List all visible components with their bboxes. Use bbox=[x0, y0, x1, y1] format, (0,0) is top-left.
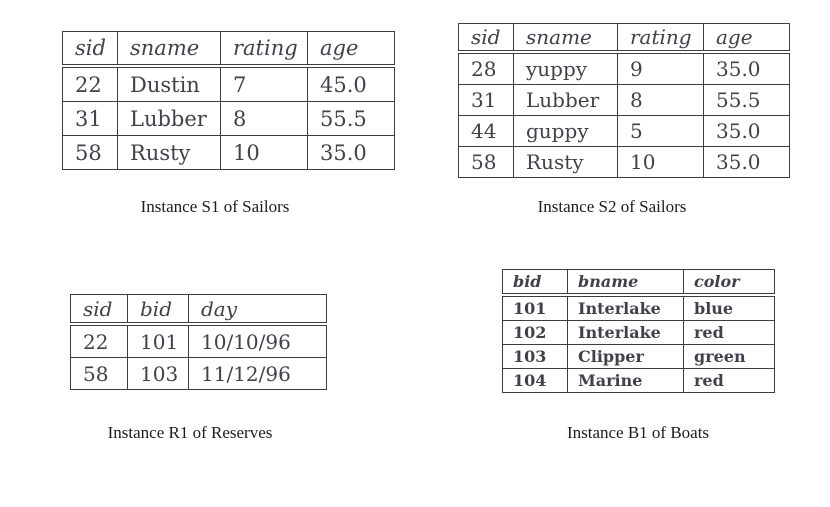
reserves-r1-table: sid bid day 22 101 10/10/96 58 103 11/12/96 bbox=[70, 294, 327, 390]
table-row: 104 Marine red bbox=[503, 368, 774, 392]
cell-sname: Rusty bbox=[514, 147, 618, 177]
cell-color: red bbox=[694, 323, 724, 342]
column-header-sid: sid bbox=[71, 295, 128, 322]
column-header-bname: bname bbox=[568, 270, 684, 293]
cell-sname: Dustin bbox=[118, 68, 221, 101]
table-row: 44 guppy 5 35.0 bbox=[459, 115, 789, 146]
table-row: 28 yuppy 9 35.0 bbox=[459, 54, 789, 84]
cell-sid: 58 bbox=[71, 358, 128, 389]
cell-day: 11/12/96 bbox=[201, 361, 291, 386]
cell-age: 35.0 bbox=[716, 119, 761, 143]
cell-bid: 104 bbox=[503, 369, 568, 392]
table-row: 58 Rusty 10 35.0 bbox=[459, 146, 789, 177]
column-header-day: day bbox=[201, 296, 238, 321]
sailors-s2-table: sid sname rating age 28 yuppy 9 35.0 31 Lubber 8 5… bbox=[458, 23, 790, 178]
column-header-age: age bbox=[716, 25, 753, 49]
cell-rating: 10 bbox=[618, 147, 704, 177]
cell-sid: 58 bbox=[459, 147, 514, 177]
column-header-bid: bid bbox=[503, 270, 568, 293]
table-row: 103 Clipper green bbox=[503, 344, 774, 368]
cell-bid: 101 bbox=[128, 326, 189, 357]
column-header-sname: sname bbox=[118, 32, 221, 64]
column-header-rating: rating bbox=[618, 24, 704, 50]
cell-age: 35.0 bbox=[716, 57, 761, 81]
table-row: 58 103 11/12/96 bbox=[71, 357, 326, 389]
sailors-s1-body: 22 Dustin 7 45.0 31 Lubber 8 55.5 58 Rusty 10 35.0 bbox=[62, 67, 395, 170]
column-header-color: color bbox=[694, 272, 740, 291]
sailors-s1-header-row: sid sname rating age bbox=[62, 31, 395, 65]
cell-bname: Clipper bbox=[568, 345, 684, 368]
cell-rating: 8 bbox=[618, 85, 704, 115]
table-row: 102 Interlake red bbox=[503, 320, 774, 344]
cell-rating: 7 bbox=[221, 68, 308, 101]
cell-bid: 103 bbox=[128, 358, 189, 389]
cell-sname: Lubber bbox=[514, 85, 618, 115]
cell-color: blue bbox=[694, 299, 734, 318]
cell-age: 45.0 bbox=[320, 72, 367, 97]
table-row: 101 Interlake blue bbox=[503, 297, 774, 320]
sailors-s2-header-row: sid sname rating age bbox=[458, 23, 790, 51]
cell-sname: guppy bbox=[514, 116, 618, 146]
column-header-rating: rating bbox=[221, 32, 308, 64]
cell-sid: 22 bbox=[63, 68, 118, 101]
column-header-age: age bbox=[320, 36, 359, 60]
table-row: 22 Dustin 7 45.0 bbox=[63, 68, 394, 101]
cell-age: 55.5 bbox=[320, 106, 367, 131]
cell-rating: 5 bbox=[618, 116, 704, 146]
table-row: 31 Lubber 8 55.5 bbox=[459, 84, 789, 115]
cell-rating: 9 bbox=[618, 54, 704, 84]
cell-bid: 101 bbox=[503, 297, 568, 320]
cell-age: 35.0 bbox=[716, 150, 761, 174]
cell-sname: Rusty bbox=[118, 136, 221, 169]
cell-sid: 28 bbox=[459, 54, 514, 84]
reserves-r1-caption: Instance R1 of Reserves bbox=[107, 423, 273, 442]
column-header-sid: sid bbox=[63, 32, 118, 64]
cell-rating: 10 bbox=[221, 136, 308, 169]
cell-sid: 31 bbox=[63, 102, 118, 135]
cell-sid: 22 bbox=[71, 326, 128, 357]
column-header-bid: bid bbox=[128, 295, 189, 322]
boats-b1-caption: Instance B1 of Boats bbox=[566, 423, 710, 442]
table-row: 22 101 10/10/96 bbox=[71, 326, 326, 357]
column-header-sname: sname bbox=[514, 24, 618, 50]
reserves-r1-header-row: sid bid day bbox=[70, 294, 327, 323]
sailors-s2-body: 28 yuppy 9 35.0 31 Lubber 8 55.5 44 guppy 5 35.0 58 R… bbox=[458, 53, 790, 178]
sailors-s1-table: sid sname rating age 22 Dustin 7 45.0 31 Lubber 8… bbox=[62, 31, 395, 170]
column-header-sid: sid bbox=[459, 24, 514, 50]
cell-color: red bbox=[694, 371, 724, 390]
cell-sname: Lubber bbox=[118, 102, 221, 135]
cell-rating: 8 bbox=[221, 102, 308, 135]
cell-age: 35.0 bbox=[320, 140, 367, 165]
table-row: 58 Rusty 10 35.0 bbox=[63, 135, 394, 169]
cell-sid: 31 bbox=[459, 85, 514, 115]
table-row: 31 Lubber 8 55.5 bbox=[63, 101, 394, 135]
cell-age: 55.5 bbox=[716, 88, 761, 112]
cell-sid: 44 bbox=[459, 116, 514, 146]
cell-bname: Marine bbox=[568, 369, 684, 392]
boats-b1-body: 101 Interlake blue 102 Interlake red 103 Clippe… bbox=[502, 296, 775, 393]
cell-bid: 103 bbox=[503, 345, 568, 368]
cell-sname: yuppy bbox=[514, 54, 618, 84]
boats-b1-header-row: bid bname color bbox=[502, 269, 775, 294]
reserves-r1-body: 22 101 10/10/96 58 103 11/12/96 bbox=[70, 325, 327, 390]
cell-bname: Interlake bbox=[568, 297, 684, 320]
cell-bid: 102 bbox=[503, 321, 568, 344]
boats-b1-table: bid bname color 101 Interlake blue 102 Interla… bbox=[502, 269, 775, 393]
cell-color: green bbox=[694, 347, 746, 366]
cell-bname: Interlake bbox=[568, 321, 684, 344]
cell-day: 10/10/96 bbox=[201, 329, 291, 354]
sailors-s2-caption: Instance S2 of Sailors bbox=[537, 197, 687, 216]
cell-sid: 58 bbox=[63, 136, 118, 169]
sailors-s1-caption: Instance S1 of Sailors bbox=[140, 197, 290, 216]
